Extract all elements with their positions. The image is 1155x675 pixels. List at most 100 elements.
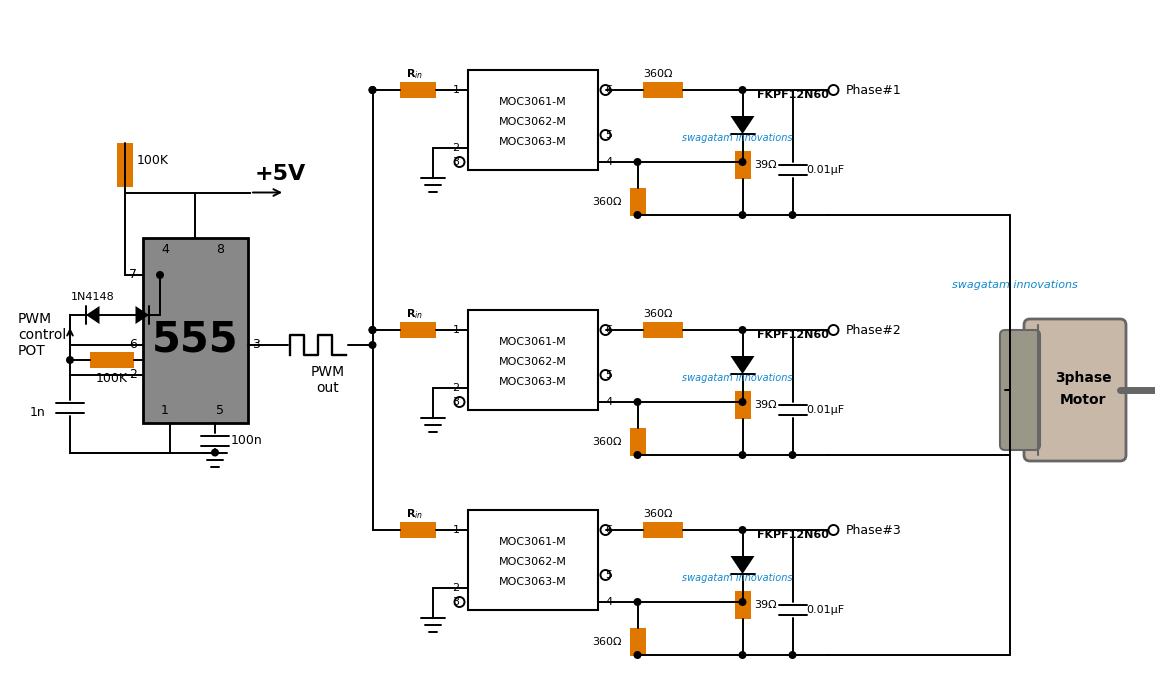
Circle shape [633, 398, 641, 406]
Bar [629, 428, 646, 456]
Text: 5: 5 [605, 570, 612, 580]
Text: 6: 6 [605, 525, 612, 535]
Text: R$_{in}$: R$_{in}$ [405, 67, 423, 81]
Circle shape [738, 451, 746, 459]
Text: PWM
out: PWM out [311, 365, 344, 395]
Text: 3phase: 3phase [1055, 371, 1111, 385]
Text: 4: 4 [605, 597, 612, 607]
Circle shape [455, 597, 464, 607]
Circle shape [738, 598, 746, 606]
Circle shape [738, 326, 746, 334]
Circle shape [156, 271, 164, 279]
Text: 6: 6 [605, 85, 612, 95]
Text: 3: 3 [453, 397, 460, 407]
Bar [629, 188, 646, 216]
Circle shape [828, 325, 839, 335]
Circle shape [601, 570, 611, 580]
Text: 1n: 1n [29, 406, 45, 419]
Text: PWM
control
POT: PWM control POT [18, 312, 66, 358]
Text: 2: 2 [453, 143, 460, 153]
Text: 3: 3 [453, 157, 460, 167]
Text: 100K: 100K [96, 371, 128, 385]
Circle shape [633, 451, 641, 459]
Circle shape [601, 130, 611, 140]
FancyBboxPatch shape [1024, 319, 1126, 461]
Bar [642, 522, 683, 538]
Circle shape [633, 158, 641, 166]
Circle shape [738, 398, 746, 406]
Circle shape [738, 651, 746, 659]
Polygon shape [730, 116, 754, 134]
Text: MOC3062-M: MOC3062-M [499, 117, 566, 127]
Text: 1: 1 [453, 525, 460, 535]
Circle shape [368, 326, 377, 334]
Text: R$_{in}$: R$_{in}$ [405, 307, 423, 321]
Text: 4: 4 [161, 243, 169, 256]
Circle shape [601, 325, 611, 335]
Circle shape [368, 326, 377, 334]
Text: 1: 1 [161, 404, 169, 417]
Circle shape [455, 157, 464, 167]
Text: 39Ω: 39Ω [754, 400, 777, 410]
Text: FKPF12N60: FKPF12N60 [758, 90, 829, 100]
Text: Phase#1: Phase#1 [845, 84, 901, 97]
Text: MOC3061-M: MOC3061-M [499, 337, 566, 347]
Text: 3: 3 [253, 338, 260, 352]
Bar [117, 143, 133, 187]
Text: 360Ω: 360Ω [642, 309, 672, 319]
Text: FKPF12N60: FKPF12N60 [758, 330, 829, 340]
Polygon shape [730, 356, 754, 374]
Text: MOC3063-M: MOC3063-M [499, 377, 566, 387]
Circle shape [601, 525, 611, 535]
Text: 5: 5 [605, 370, 612, 380]
Text: 360Ω: 360Ω [593, 637, 623, 647]
Text: Phase#3: Phase#3 [845, 524, 901, 537]
Text: MOC3063-M: MOC3063-M [499, 137, 566, 147]
Bar [400, 522, 435, 538]
Text: 1N4148: 1N4148 [72, 292, 114, 302]
Text: swagatam innovations: swagatam innovations [952, 280, 1078, 290]
Text: 4: 4 [605, 157, 612, 167]
Text: 100K: 100K [137, 153, 169, 167]
Text: 2: 2 [453, 383, 460, 393]
Text: MOC3061-M: MOC3061-M [499, 537, 566, 547]
Circle shape [828, 85, 839, 95]
Text: swagatam innovations: swagatam innovations [683, 373, 793, 383]
Text: 360Ω: 360Ω [642, 509, 672, 519]
Text: 360Ω: 360Ω [642, 69, 672, 79]
Text: 2: 2 [453, 583, 460, 593]
Circle shape [633, 651, 641, 659]
Bar [642, 322, 683, 338]
Bar [468, 70, 597, 170]
Bar [629, 628, 646, 656]
Circle shape [368, 341, 377, 349]
Text: 555: 555 [151, 319, 238, 361]
Circle shape [738, 158, 746, 166]
Circle shape [601, 85, 611, 95]
Text: +5V: +5V [255, 165, 306, 184]
Text: Phase#2: Phase#2 [845, 323, 901, 337]
Polygon shape [85, 306, 99, 324]
Text: 0.01µF: 0.01µF [806, 605, 844, 615]
Circle shape [633, 598, 641, 606]
Polygon shape [135, 306, 149, 324]
Bar [642, 82, 683, 98]
Text: MOC3062-M: MOC3062-M [499, 557, 566, 567]
Text: 100n: 100n [231, 434, 262, 447]
Bar [468, 310, 597, 410]
Text: Motor: Motor [1060, 393, 1106, 407]
Circle shape [66, 356, 74, 364]
Text: 39Ω: 39Ω [754, 160, 777, 170]
Text: 6: 6 [129, 338, 137, 352]
Text: MOC3063-M: MOC3063-M [499, 577, 566, 587]
Circle shape [789, 451, 797, 459]
Text: 360Ω: 360Ω [593, 437, 623, 447]
Bar [400, 82, 435, 98]
Text: 2: 2 [129, 369, 137, 381]
Circle shape [368, 86, 377, 94]
Circle shape [738, 526, 746, 534]
Text: swagatam innovations: swagatam innovations [683, 573, 793, 583]
Circle shape [633, 211, 641, 219]
Bar [468, 510, 597, 610]
Circle shape [455, 397, 464, 407]
